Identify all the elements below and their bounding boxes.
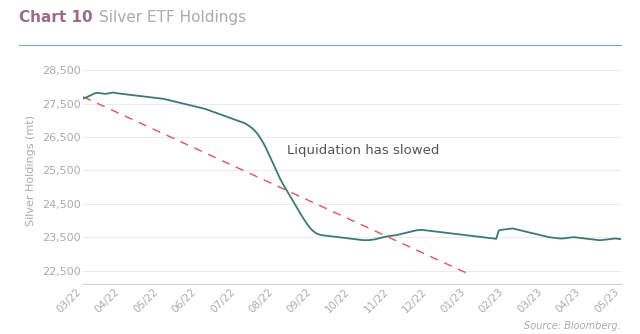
Text: Chart 10: Chart 10	[19, 10, 93, 25]
Text: Silver ETF Holdings: Silver ETF Holdings	[99, 10, 246, 25]
Text: Source: Bloomberg.: Source: Bloomberg.	[524, 321, 621, 331]
Y-axis label: Silver Holdings (mt): Silver Holdings (mt)	[26, 115, 36, 226]
Text: Liquidation has slowed: Liquidation has slowed	[287, 144, 439, 157]
